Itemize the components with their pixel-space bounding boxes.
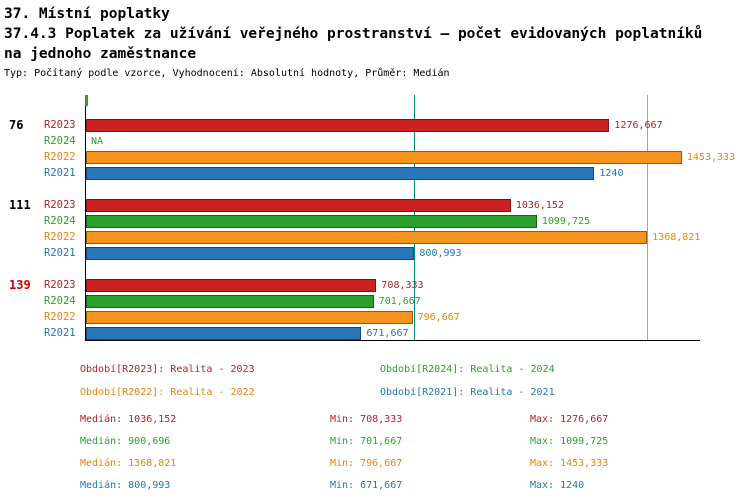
bar-value-label: 671,667 bbox=[366, 328, 409, 339]
bar-R2021 bbox=[86, 327, 362, 340]
bar-series-label-R2021: R2021 bbox=[44, 167, 76, 179]
bar-value-label: 708,333 bbox=[381, 280, 424, 291]
stat-median-R2023: Medián: 1036,152 bbox=[80, 414, 177, 425]
bar-series-label-R2023: R2023 bbox=[44, 119, 76, 131]
bar-value-label: 1368,821 bbox=[652, 232, 701, 243]
bar-series-label-R2023: R2023 bbox=[44, 199, 76, 211]
bar-series-label-R2024: R2024 bbox=[44, 135, 76, 147]
bar-value-label: 1240 bbox=[599, 168, 624, 179]
stat-max-R2023: Max: 1276,667 bbox=[530, 414, 609, 425]
stat-median-R2021: Medián: 800,993 bbox=[80, 480, 171, 491]
group-label: 111 bbox=[9, 198, 31, 212]
median-reference-line-R2022 bbox=[647, 95, 649, 340]
chart-header: 37. Místní poplatky 37.4.3 Poplatek za u… bbox=[4, 4, 702, 81]
stat-max-R2022: Max: 1453,333 bbox=[530, 458, 609, 469]
chart-title-line-2: 37.4.3 Poplatek za užívání veřejného pro… bbox=[4, 26, 703, 42]
stat-min-R2022: Min: 796,667 bbox=[330, 458, 403, 469]
legend-item-R2021: Období[R2021]: Realita - 2021 bbox=[380, 387, 555, 398]
bar-chart-plot: 76 R2023 1276,667 R2024 NA R2022 1453,333 R2021… bbox=[9, 95, 735, 341]
bar-R2023 bbox=[86, 119, 610, 132]
bar-R2021 bbox=[86, 247, 415, 260]
chart-title-line-1: 37. Místní poplatky bbox=[4, 6, 170, 22]
bar-value-label: 701,667 bbox=[378, 296, 421, 307]
bar-value-label: 1036,152 bbox=[515, 200, 564, 211]
stat-min-R2024: Min: 701,667 bbox=[330, 436, 403, 447]
bar-R2024 bbox=[86, 295, 374, 308]
bar-R2023 bbox=[86, 199, 511, 212]
bar-R2021 bbox=[86, 167, 595, 180]
bar-series-label-R2021: R2021 bbox=[44, 327, 76, 339]
legend-item-R2022: Období[R2022]: Realita - 2022 bbox=[80, 387, 255, 398]
stat-min-R2021: Min: 671,667 bbox=[330, 480, 403, 491]
bar-value-label: 800,993 bbox=[419, 248, 462, 259]
stat-median-R2024: Medián: 900,696 bbox=[80, 436, 171, 447]
chart-legend: Období[R2023]: Realita - 2023 Období[R202… bbox=[0, 363, 750, 411]
axis-top-tick bbox=[85, 95, 88, 106]
chart-stats-panel: Medián: 1036,152 Min: 708,333 Max: 1276,66… bbox=[0, 413, 750, 498]
stat-max-R2024: Max: 1099,725 bbox=[530, 436, 609, 447]
stat-min-R2023: Min: 708,333 bbox=[330, 414, 403, 425]
bar-value-label: 1099,725 bbox=[541, 216, 591, 227]
legend-item-R2023: Období[R2023]: Realita - 2023 bbox=[80, 364, 255, 375]
bar-series-label-R2022: R2022 bbox=[44, 311, 76, 323]
stat-max-R2021: Max: 1240 bbox=[530, 480, 585, 491]
bar-series-label-R2023: R2023 bbox=[44, 279, 76, 291]
bar-series-label-R2022: R2022 bbox=[44, 151, 76, 163]
bar-R2022 bbox=[86, 231, 648, 244]
legend-item-R2024: Období[R2024]: Realita - 2024 bbox=[380, 364, 555, 375]
bar-series-label-R2024: R2024 bbox=[44, 215, 76, 227]
group-label: 76 bbox=[9, 118, 24, 132]
bar-R2023 bbox=[86, 279, 377, 292]
bar-series-label-R2024: R2024 bbox=[44, 295, 76, 307]
bar-R2022 bbox=[86, 151, 682, 164]
bar-value-label: 1453,333 bbox=[686, 152, 736, 163]
bar-R2022 bbox=[86, 311, 413, 324]
stat-median-R2022: Medián: 1368,821 bbox=[80, 458, 177, 469]
chart-title-line-3: na jednoho zaměstnance bbox=[4, 46, 197, 62]
chart-subtitle: Typ: Počítaný podle vzorce, Vyhodnocení:… bbox=[4, 68, 450, 79]
group-label: 139 bbox=[9, 278, 31, 292]
bar-R2024 bbox=[86, 215, 537, 228]
bar-series-label-R2022: R2022 bbox=[44, 231, 76, 243]
bar-value-label: 796,667 bbox=[417, 312, 460, 323]
bar-value-label: NA bbox=[91, 136, 104, 147]
bar-series-label-R2021: R2021 bbox=[44, 247, 76, 259]
bar-value-label: 1276,667 bbox=[614, 120, 663, 131]
